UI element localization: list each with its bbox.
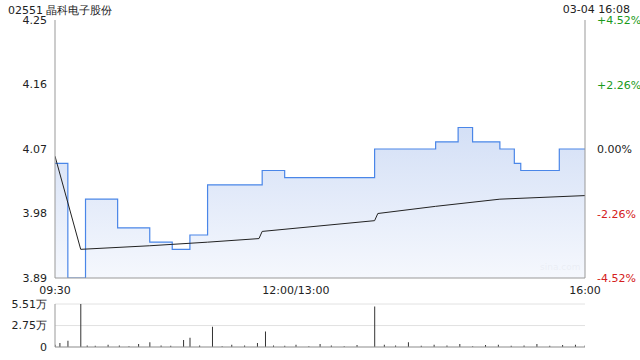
svg-text:12:00/13:00: 12:00/13:00 xyxy=(262,284,329,296)
html-text:03-04 16:08: 03-04 16:08 xyxy=(562,3,630,16)
svg-text:+4.52%: +4.52% xyxy=(597,14,640,27)
html-text:02551 晶科电子股份: 02551 晶科电子股份 xyxy=(8,4,113,17)
svg-text:0.00%: 0.00% xyxy=(597,143,632,156)
svg-text:4.25: 4.25 xyxy=(23,14,48,27)
svg-text:+2.26%: +2.26% xyxy=(597,79,640,92)
html-text:sina.com: sina.com xyxy=(540,262,581,272)
svg-text:2.75万: 2.75万 xyxy=(12,319,48,332)
svg-text:5.51万: 5.51万 xyxy=(12,298,48,311)
svg-text:16:00: 16:00 xyxy=(569,284,601,296)
svg-text:-4.52%: -4.52% xyxy=(597,272,636,285)
svg-text:-2.26%: -2.26% xyxy=(597,208,636,221)
svg-text:4.07: 4.07 xyxy=(23,143,48,156)
svg-text:0: 0 xyxy=(40,341,47,354)
svg-text:4.16: 4.16 xyxy=(23,78,48,91)
svg-text:3.98: 3.98 xyxy=(23,207,48,220)
svg-text:3.89: 3.89 xyxy=(23,272,48,285)
svg-text:09:30: 09:30 xyxy=(39,284,71,296)
